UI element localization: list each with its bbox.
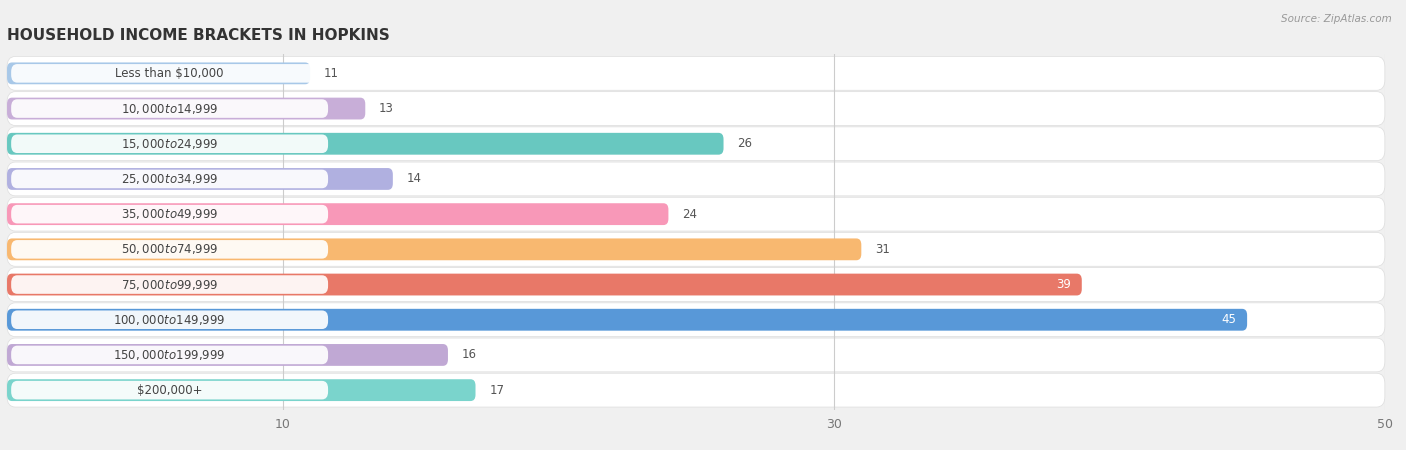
FancyBboxPatch shape [7, 303, 1385, 337]
FancyBboxPatch shape [11, 310, 328, 329]
FancyBboxPatch shape [7, 373, 1385, 407]
Text: $100,000 to $149,999: $100,000 to $149,999 [114, 313, 226, 327]
Text: 13: 13 [380, 102, 394, 115]
Text: 26: 26 [737, 137, 752, 150]
FancyBboxPatch shape [7, 238, 862, 260]
Text: $10,000 to $14,999: $10,000 to $14,999 [121, 102, 218, 116]
FancyBboxPatch shape [11, 135, 328, 153]
Text: 17: 17 [489, 384, 505, 396]
Text: $50,000 to $74,999: $50,000 to $74,999 [121, 243, 218, 256]
Text: 14: 14 [406, 172, 422, 185]
FancyBboxPatch shape [7, 203, 668, 225]
Text: 24: 24 [682, 207, 697, 220]
FancyBboxPatch shape [11, 381, 328, 400]
FancyBboxPatch shape [11, 170, 328, 188]
FancyBboxPatch shape [7, 92, 1385, 126]
FancyBboxPatch shape [7, 127, 1385, 161]
Text: Source: ZipAtlas.com: Source: ZipAtlas.com [1281, 14, 1392, 23]
FancyBboxPatch shape [11, 99, 328, 118]
FancyBboxPatch shape [7, 379, 475, 401]
FancyBboxPatch shape [7, 56, 1385, 90]
FancyBboxPatch shape [7, 133, 724, 155]
Text: $200,000+: $200,000+ [136, 384, 202, 396]
FancyBboxPatch shape [7, 338, 1385, 372]
FancyBboxPatch shape [7, 168, 392, 190]
Text: 39: 39 [1056, 278, 1071, 291]
FancyBboxPatch shape [11, 205, 328, 224]
Text: Less than $10,000: Less than $10,000 [115, 67, 224, 80]
Text: $150,000 to $199,999: $150,000 to $199,999 [114, 348, 226, 362]
FancyBboxPatch shape [7, 98, 366, 119]
FancyBboxPatch shape [11, 346, 328, 364]
Text: $75,000 to $99,999: $75,000 to $99,999 [121, 278, 218, 292]
FancyBboxPatch shape [7, 344, 449, 366]
FancyBboxPatch shape [11, 64, 328, 83]
Text: 45: 45 [1222, 313, 1236, 326]
FancyBboxPatch shape [11, 275, 328, 294]
FancyBboxPatch shape [7, 63, 311, 84]
Text: 31: 31 [875, 243, 890, 256]
Text: $35,000 to $49,999: $35,000 to $49,999 [121, 207, 218, 221]
FancyBboxPatch shape [11, 240, 328, 259]
FancyBboxPatch shape [7, 233, 1385, 266]
FancyBboxPatch shape [7, 309, 1247, 331]
FancyBboxPatch shape [7, 162, 1385, 196]
Text: 16: 16 [461, 348, 477, 361]
Text: $25,000 to $34,999: $25,000 to $34,999 [121, 172, 218, 186]
FancyBboxPatch shape [7, 274, 1081, 296]
Text: HOUSEHOLD INCOME BRACKETS IN HOPKINS: HOUSEHOLD INCOME BRACKETS IN HOPKINS [7, 28, 389, 43]
Text: 11: 11 [323, 67, 339, 80]
FancyBboxPatch shape [7, 268, 1385, 302]
Text: $15,000 to $24,999: $15,000 to $24,999 [121, 137, 218, 151]
FancyBboxPatch shape [7, 197, 1385, 231]
